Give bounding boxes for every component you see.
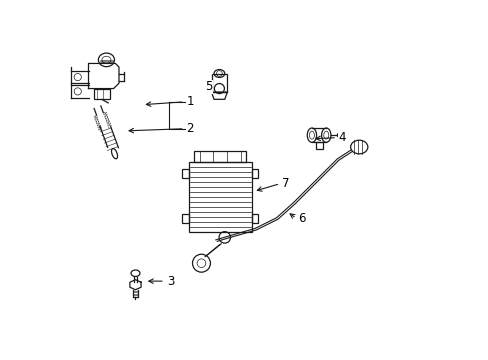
Ellipse shape [111,149,117,159]
Text: 2: 2 [186,122,194,135]
Text: 3: 3 [166,275,174,288]
Text: 4: 4 [338,131,346,144]
Text: 5: 5 [204,80,212,93]
Text: 7: 7 [282,177,289,190]
Text: 6: 6 [298,212,305,225]
Text: 1: 1 [186,95,194,108]
